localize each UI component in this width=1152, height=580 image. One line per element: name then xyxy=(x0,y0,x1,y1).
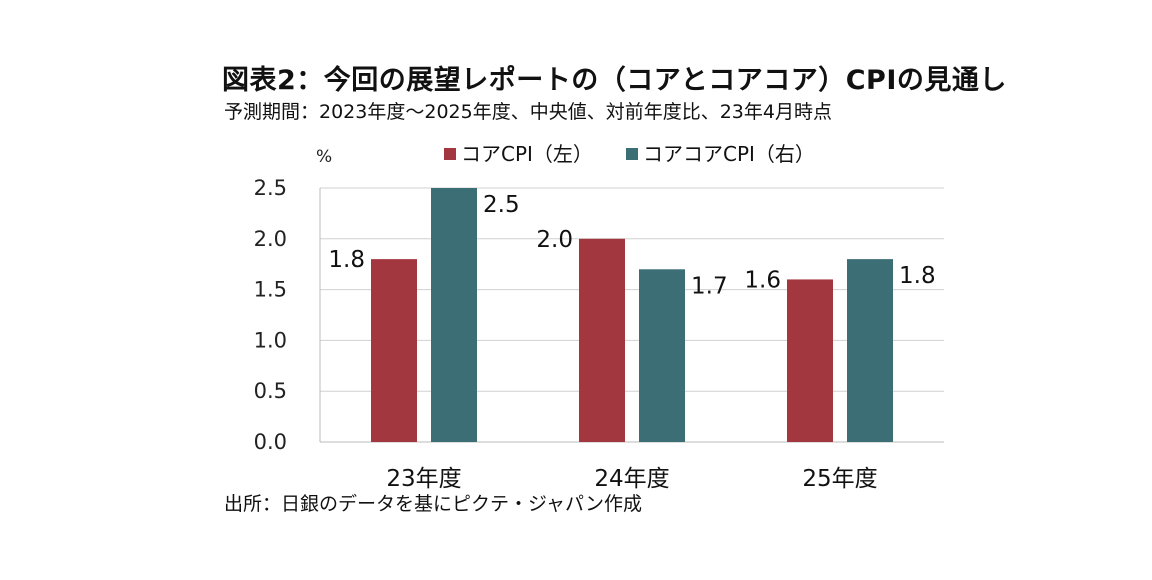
data-label: 1.7 xyxy=(691,273,728,299)
category-label: 24年度 xyxy=(594,466,669,492)
legend-swatch xyxy=(444,148,456,160)
category-label: 25年度 xyxy=(802,466,877,492)
bar-core-cpi xyxy=(787,279,833,442)
legend-label: コアコアCPI（右） xyxy=(643,142,815,166)
data-label: 1.6 xyxy=(744,267,781,293)
data-label: 1.8 xyxy=(899,263,936,289)
data-labels: 1.8 2.5 2.0 1.7 1.6 1.8 xyxy=(328,192,935,299)
y-tick-label: 2.5 xyxy=(254,176,287,200)
bar-core-cpi xyxy=(371,259,417,442)
bar-core-core-cpi xyxy=(847,259,893,442)
category-label: 23年度 xyxy=(386,466,461,492)
chart-title: 図表2：今回の展望レポートの（コアとコアコア）CPIの見通し xyxy=(222,65,1007,96)
chart-subtitle: 予測期間：2023年度～2025年度、中央値、対前年度比、23年4月時点 xyxy=(224,101,832,123)
y-tick-label: 0.0 xyxy=(254,430,287,454)
legend-swatch xyxy=(626,148,638,160)
legend: コアCPI（左） コアコアCPI（右） xyxy=(444,142,815,166)
legend-label: コアCPI（左） xyxy=(461,142,593,166)
y-axis-ticks: 0.0 0.5 1.0 1.5 2.0 2.5 xyxy=(254,176,287,454)
bar-core-core-cpi xyxy=(431,188,477,442)
category-labels: 23年度 24年度 25年度 xyxy=(386,466,877,492)
y-tick-label: 1.5 xyxy=(254,278,287,302)
bars xyxy=(371,188,893,442)
bar-core-core-cpi xyxy=(639,269,685,442)
y-tick-label: 2.0 xyxy=(254,227,287,251)
bar-core-cpi xyxy=(579,238,625,442)
gridlines xyxy=(319,187,944,443)
data-label: 2.0 xyxy=(536,227,573,253)
data-label: 2.5 xyxy=(483,192,520,218)
source-note: 出所：日銀のデータを基にピクテ・ジャパン作成 xyxy=(224,493,643,515)
y-axis-unit: % xyxy=(316,147,332,167)
y-tick-label: 1.0 xyxy=(254,328,287,352)
y-tick-label: 0.5 xyxy=(254,379,287,403)
data-label: 1.8 xyxy=(328,247,365,273)
